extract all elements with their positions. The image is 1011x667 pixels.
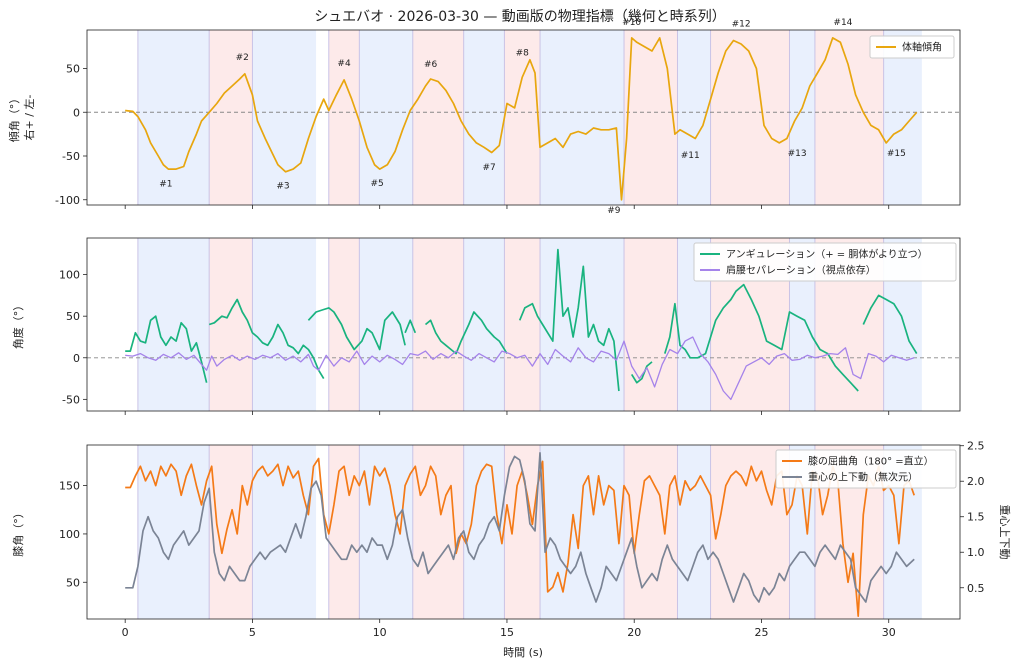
shaded-region-3 [252,30,317,205]
legend-entry-1: アンギュレーション（+ = 胴体がより立つ） [726,248,928,261]
segment-label-7: #7 [482,163,495,173]
y-axis-label: 傾角（°） [7,93,21,143]
legend-box [775,449,957,489]
y-axis-label: 膝角（°） [12,507,25,557]
segment-label-5: #5 [371,179,384,189]
segment-label-10: #10 [622,18,641,28]
series-line-2 [125,451,915,603]
y-tick-label: 100 [59,528,80,541]
shaded-region-14 [814,30,884,205]
legend: 膝の屈曲角（180° =直立） 重心の上下動（無次元） [775,449,957,489]
plot-frame [86,29,961,206]
shaded-region-5 [359,30,413,205]
shaded-regions [137,30,922,205]
x-tick-label: 30 [882,626,896,639]
x-tick-label: 10 [373,626,387,639]
shaded-region-10 [624,30,678,205]
shaded-region-2 [209,445,253,619]
y-tick-label: 150 [59,480,80,493]
panels: #1 #2 #3 #4 #5 #6 #7 #8 #9 #10 #11 #12 #13 #14 #15 -100… [7,18,1011,639]
legend-box [869,35,955,59]
shaded-region-4 [328,445,360,619]
x-tick-label: 5 [249,626,256,639]
legend-entry-1: 膝の屈曲角（180° =直立） [808,455,934,468]
shaded-region-6 [412,445,464,619]
legend: 体軸傾角 [869,35,955,59]
y-tick-label: -50 [62,393,80,406]
shaded-region-1 [137,238,210,411]
segment-label-1: #1 [159,180,172,190]
legend-box [693,242,957,282]
y2-tick-label: 1.0 [967,546,985,559]
shaded-region-9 [540,445,625,619]
x-tick-label: 15 [500,626,514,639]
y-tick-label: -100 [55,194,80,207]
shaded-region-6 [412,30,464,205]
segment-label-2: #2 [236,53,249,63]
series-line-1 [125,37,918,201]
segment-label-13: #13 [788,149,807,159]
shaded-region-1 [137,30,210,205]
y-axis-label: 角度（°） [11,300,25,350]
y2-tick-label: 2.5 [967,440,985,453]
shaded-region-4 [328,30,360,205]
shaded-region-8 [504,238,541,411]
legend-entry-2: 肩腰セパレーション（視点依存） [726,264,876,277]
y-tick-label: 50 [66,576,80,589]
shaded-region-2 [209,30,253,205]
shaded-region-15 [883,30,922,205]
shaded-region-11 [677,445,711,619]
shaded-region-6 [412,238,464,411]
segment-label-11: #11 [681,151,700,161]
shaded-region-7 [463,30,505,205]
shaded-region-9 [540,238,625,411]
shaded-region-5 [359,238,413,411]
shaded-region-2 [209,238,253,411]
y2-tick-label: 2.0 [967,475,985,488]
y-tick-label: 100 [59,269,80,282]
shaded-region-9 [540,30,625,205]
y2-axis-label: 重心上下動 [998,505,1011,560]
shaded-region-8 [504,30,541,205]
y-tick-label: -50 [62,150,80,163]
segment-label-4: #4 [337,59,351,69]
y-tick-label: 50 [66,63,80,76]
shaded-region-12 [710,30,790,205]
segment-label-8: #8 [516,48,530,58]
shaded-region-3 [252,445,317,619]
y-tick-label: 0 [73,352,80,365]
shaded-region-7 [463,445,505,619]
legend-entry-2: 重心の上下動（無次元） [808,471,918,484]
shaded-region-4 [328,238,360,411]
y-axis-label: 右+ / 左- [22,95,36,141]
y-tick-label: 0 [73,106,80,119]
shaded-region-3 [252,238,317,411]
series-line-2 [125,336,915,401]
chart-title: シュエバオ · 2026-03-30 — 動画版の物理指標（幾何と時系列） [314,9,726,25]
segment-label-6: #6 [424,60,438,70]
segment-label-9: #9 [607,206,621,216]
x-tick-label: 20 [627,626,641,639]
series-line-1 [125,248,918,392]
y-tick-label: 50 [66,310,80,323]
segment-label-14: #14 [833,18,852,28]
panel-3: 50 100 150 0.5 1.0 1.5 2.0 2.5 重心上下動 0 5 10 15 20 25 30… [12,440,1011,639]
plot-frame [86,237,961,412]
panel-1: #1 #2 #3 #4 #5 #6 #7 #8 #9 #10 #11 #12 #13 #14 #15 -100… [7,18,961,216]
y2-tick-label: 0.5 [967,582,985,595]
legend: アンギュレーション（+ = 胴体がより立つ） 肩腰セパレーション（視点依存） [693,242,957,282]
shaded-region-10 [624,238,678,411]
x-tick-label: 0 [122,626,129,639]
panel-2: -50 0 50 100 角度（°） アンギュレーション（+ = 胴体がより立つ） 肩腰セパ… [11,237,961,415]
segment-label-12: #12 [732,20,751,30]
segment-label-3: #3 [276,181,289,191]
y2-tick-label: 1.5 [967,511,985,524]
segment-label-15: #15 [887,149,906,159]
x-tick-label: 25 [754,626,768,639]
legend-entry-1: 体軸傾角 [902,41,942,54]
plot-frame [86,444,961,620]
x-axis-label: 時間 (s) [503,646,543,659]
shaded-region-13 [789,30,815,205]
